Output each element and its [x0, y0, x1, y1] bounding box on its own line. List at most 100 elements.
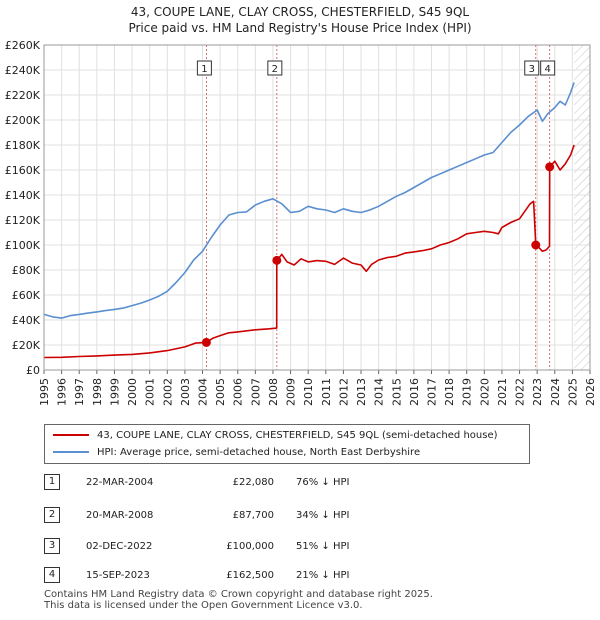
x-tick-label: 2000: [126, 378, 139, 406]
y-tick-label: £120K: [5, 214, 41, 227]
transaction-point: [272, 255, 282, 265]
x-tick-label: 2025: [566, 378, 579, 406]
x-tick-label: 2024: [549, 378, 562, 406]
transaction-marker: 3: [524, 60, 540, 76]
x-tick-label: 2008: [267, 378, 280, 406]
chart-grid: [43, 44, 591, 371]
table-row: 4 15-SEP-2023 £162,500 21% ↓ HPI: [44, 567, 464, 585]
price-chart: £0 £20K £40K £60K £80K £100K £120K £140K £160K £1…: [5, 39, 597, 406]
sale-number-badge: 1: [44, 474, 60, 490]
sale-date: 22-MAR-2004: [86, 477, 154, 488]
x-tick-label: 2011: [320, 378, 333, 406]
forecast-region: [574, 45, 590, 370]
transaction-marker: 1: [196, 60, 212, 76]
transaction-points: [201, 162, 555, 347]
legend-swatch-hpi: [53, 451, 89, 453]
sale-number-badge: 2: [44, 507, 60, 523]
y-tick-label: £20K: [12, 339, 41, 352]
y-tick-label: £220K: [5, 89, 41, 102]
x-tick-label: 2019: [461, 378, 474, 406]
sale-number-badge: 3: [44, 538, 60, 554]
y-tick-label: £80K: [12, 264, 41, 277]
sale-price: £100,000: [226, 541, 274, 552]
hpi-line: [43, 82, 575, 319]
x-tick-label: 2010: [302, 378, 315, 406]
y-tick-label: £180K: [5, 139, 41, 152]
sale-number-badge: 4: [44, 567, 60, 583]
legend-item-property: 43, COUPE LANE, CLAY CROSS, CHESTERFIELD…: [53, 428, 498, 444]
sale-price: £162,500: [226, 570, 274, 581]
transaction-guides: [205, 45, 551, 370]
x-tick-label: 1997: [73, 378, 86, 406]
forecast-area: [574, 45, 590, 370]
y-tick-label: £140K: [5, 189, 41, 202]
chart-title-block: 43, COUPE LANE, CLAY CROSS, CHESTERFIELD…: [0, 4, 600, 36]
x-tick-label: 1996: [56, 378, 69, 406]
marker-box: [540, 60, 556, 76]
marker-box: [524, 60, 540, 76]
x-tick-label: 2013: [355, 378, 368, 406]
marker-box-label: 3: [529, 64, 535, 75]
footer-licence: This data is licensed under the Open Gov…: [44, 600, 363, 611]
x-tick-label: 1995: [38, 378, 51, 406]
x-tick-label: 2023: [531, 378, 544, 406]
transaction-point: [201, 337, 211, 347]
y-tick-label: £160K: [5, 164, 41, 177]
transaction-point: [531, 240, 541, 250]
sale-hpi-diff: 51% ↓ HPI: [296, 541, 350, 552]
y-tick-label: £60K: [12, 289, 41, 302]
x-tick-label: 2009: [285, 378, 298, 406]
chart-subtitle: Price paid vs. HM Land Registry's House …: [128, 21, 472, 35]
sale-hpi-diff: 21% ↓ HPI: [296, 570, 350, 581]
legend-label-property: 43, COUPE LANE, CLAY CROSS, CHESTERFIELD…: [97, 430, 498, 441]
x-tick-label: 2018: [443, 378, 456, 406]
marker-box-label: 2: [272, 64, 278, 75]
sale-hpi-diff: 76% ↓ HPI: [296, 477, 350, 488]
x-tick-label: 2006: [232, 378, 245, 406]
sale-hpi-diff: 34% ↓ HPI: [296, 510, 350, 521]
transaction-point: [545, 162, 555, 172]
property-price-line: [43, 144, 575, 359]
table-row: 1 22-MAR-2004 £22,080 76% ↓ HPI: [44, 474, 464, 492]
transaction-marker: 4: [540, 60, 556, 76]
y-tick-label: £40K: [12, 314, 41, 327]
x-tick-label: 2015: [390, 378, 403, 406]
x-tick-label: 2001: [144, 378, 157, 406]
chart-title: 43, COUPE LANE, CLAY CROSS, CHESTERFIELD…: [130, 5, 470, 19]
y-tick-label: £240K: [5, 64, 41, 77]
x-tick-label: 2017: [425, 378, 438, 406]
transaction-marker: 2: [267, 60, 283, 76]
x-tick-label: 2007: [249, 378, 262, 406]
x-tick-label: 1999: [108, 378, 121, 406]
legend-item-hpi: HPI: Average price, semi-detached house,…: [53, 445, 420, 461]
table-row: 3 02-DEC-2022 £100,000 51% ↓ HPI: [44, 538, 464, 556]
x-tick-label: 2002: [161, 378, 174, 406]
sale-price: £22,080: [232, 477, 274, 488]
marker-box: [267, 60, 283, 76]
x-tick-label: 1998: [91, 378, 104, 406]
axis-ticks: £0 £20K £40K £60K £80K £100K £120K £140K £160K £1…: [5, 39, 597, 406]
marker-box-label: 4: [544, 64, 550, 75]
table-row: 2 20-MAR-2008 £87,700 34% ↓ HPI: [44, 507, 464, 525]
x-tick-label: 2020: [478, 378, 491, 406]
sale-date: 15-SEP-2023: [86, 570, 150, 581]
marker-box-label: 1: [201, 64, 207, 75]
sale-date: 02-DEC-2022: [86, 541, 153, 552]
sale-price: £87,700: [232, 510, 274, 521]
x-tick-label: 2016: [408, 378, 421, 406]
sale-date: 20-MAR-2008: [86, 510, 154, 521]
y-tick-label: £200K: [5, 114, 41, 127]
x-tick-label: 2005: [214, 378, 227, 406]
footer-copyright: Contains HM Land Registry data © Crown c…: [44, 589, 433, 600]
x-tick-label: 2003: [179, 378, 192, 406]
x-tick-label: 2012: [337, 378, 350, 406]
y-tick-label: £260K: [5, 39, 41, 52]
legend: 43, COUPE LANE, CLAY CROSS, CHESTERFIELD…: [44, 424, 530, 464]
marker-box: [196, 60, 212, 76]
x-tick-label: 2022: [514, 378, 527, 406]
y-tick-label: £100K: [5, 239, 41, 252]
x-tick-label: 2026: [584, 378, 597, 406]
y-tick-label: £0: [26, 364, 40, 377]
x-tick-label: 2014: [373, 378, 386, 406]
